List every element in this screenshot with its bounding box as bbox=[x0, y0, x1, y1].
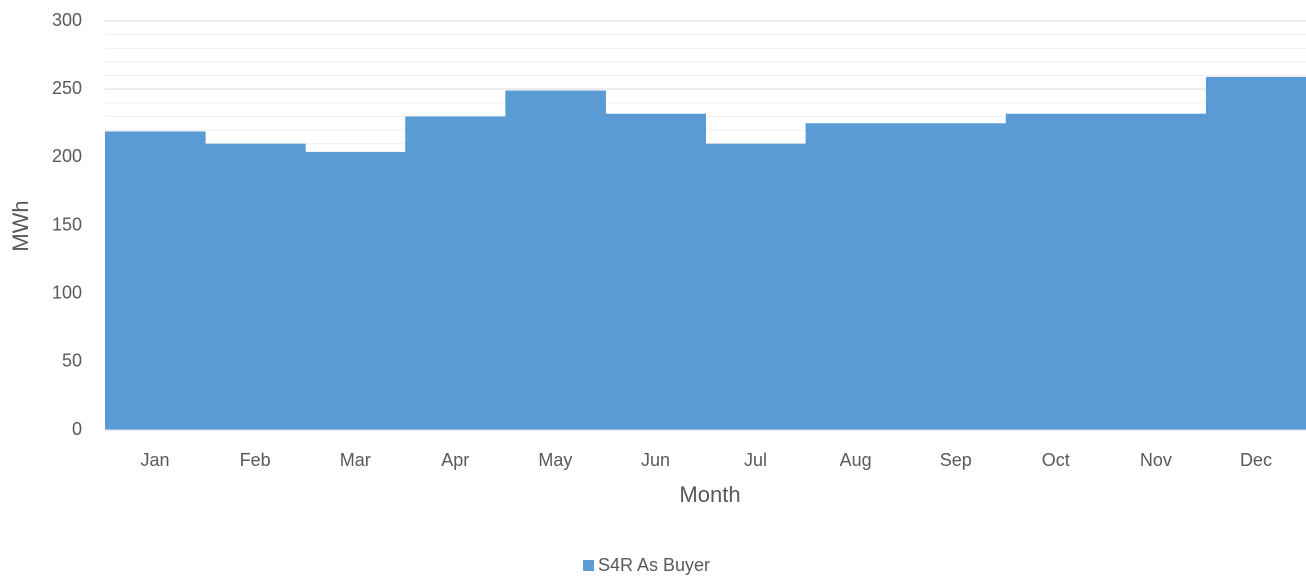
y-tick-label: 150 bbox=[52, 214, 82, 234]
x-tick-label: Jun bbox=[641, 450, 670, 470]
legend-swatch bbox=[583, 560, 594, 571]
x-tick-label: Jul bbox=[744, 450, 767, 470]
y-tick-label: 100 bbox=[52, 282, 82, 302]
bar bbox=[805, 123, 907, 430]
y-tick-label: 0 bbox=[72, 419, 82, 439]
x-tick-label: Feb bbox=[240, 450, 271, 470]
bar bbox=[505, 90, 606, 430]
y-axis-title: MWh bbox=[8, 200, 33, 251]
x-tick-label: Oct bbox=[1042, 450, 1070, 470]
bar bbox=[1105, 113, 1207, 430]
y-tick-label: 200 bbox=[52, 146, 82, 166]
bar bbox=[305, 151, 406, 430]
y-tick-label: 300 bbox=[52, 10, 82, 30]
x-tick-label: Aug bbox=[840, 450, 872, 470]
x-tick-label: May bbox=[538, 450, 572, 470]
x-tick-label: Apr bbox=[441, 450, 469, 470]
bar bbox=[905, 123, 1007, 430]
bar bbox=[1005, 113, 1107, 430]
x-tick-label: Sep bbox=[940, 450, 972, 470]
bar bbox=[105, 131, 206, 430]
bar bbox=[705, 143, 807, 430]
x-tick-label: Jan bbox=[141, 450, 170, 470]
bar bbox=[1205, 76, 1306, 430]
x-tick-label: Mar bbox=[340, 450, 371, 470]
bar bbox=[405, 116, 506, 430]
x-tick-label: Dec bbox=[1240, 450, 1272, 470]
y-tick-label: 50 bbox=[62, 351, 82, 371]
legend-label: S4R As Buyer bbox=[598, 555, 710, 575]
x-tick-label: Nov bbox=[1140, 450, 1172, 470]
bar bbox=[605, 113, 706, 430]
x-axis-title: Month bbox=[679, 482, 740, 507]
bar bbox=[205, 143, 306, 430]
y-tick-label: 250 bbox=[52, 78, 82, 98]
